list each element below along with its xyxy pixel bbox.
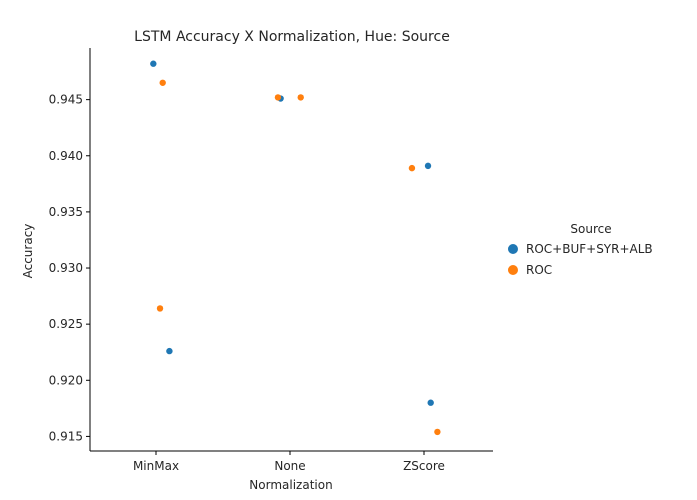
data-point <box>166 347 173 355</box>
y-tick-label: 0.940 <box>49 149 83 163</box>
x-axis-label: Normalization <box>249 478 332 492</box>
y-tick-label: 0.920 <box>49 373 83 387</box>
chart-title: LSTM Accuracy X Normalization, Hue: Sour… <box>134 29 450 45</box>
data-point <box>427 399 434 406</box>
legend-label: ROC <box>526 263 552 277</box>
data-point <box>434 428 441 436</box>
data-point <box>274 94 282 101</box>
x-tick-label: MinMax <box>133 459 179 473</box>
data-point <box>408 164 416 172</box>
data-point <box>156 305 164 312</box>
x-tick-label: ZScore <box>403 459 445 473</box>
legend-label: ROC+BUF+SYR+ALB <box>526 242 653 256</box>
legend-marker <box>508 265 518 275</box>
x-axis: MinMax None ZScore <box>90 450 493 473</box>
legend: Source ROC+BUF+SYR+ALB ROC <box>508 222 653 277</box>
x-tick-label: None <box>274 459 305 473</box>
y-tick-label: 0.915 <box>49 429 83 443</box>
legend-marker <box>508 244 518 254</box>
y-tick-label: 0.930 <box>49 261 83 275</box>
data-point <box>424 162 432 170</box>
data-point <box>150 60 157 67</box>
data-point <box>297 94 304 101</box>
legend-title: Source <box>570 222 611 236</box>
plot-area <box>150 60 441 436</box>
y-axis: 0.915 0.920 0.925 0.930 0.935 0.940 0.945 <box>49 48 91 451</box>
y-tick-label: 0.925 <box>49 317 83 331</box>
y-tick-label: 0.935 <box>49 205 83 219</box>
y-axis-label: Accuracy <box>21 224 35 279</box>
data-point <box>159 79 166 86</box>
y-tick-label: 0.945 <box>49 93 83 107</box>
